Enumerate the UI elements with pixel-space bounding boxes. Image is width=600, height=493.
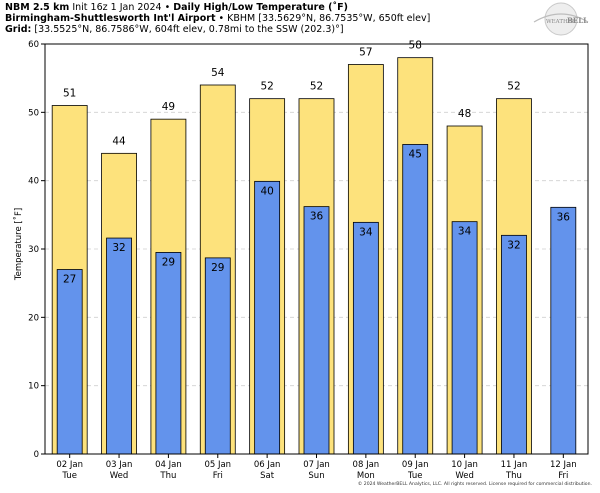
low-bar-07-Jan — [303, 206, 330, 455]
separator-dot-1: • — [164, 2, 174, 13]
x-tick-date-12-Jan: 12 Jan — [550, 460, 577, 470]
grid-label: Grid: — [5, 24, 32, 35]
header-line-3: Grid: [33.5525°N, 86.7586°W, 604ft elev,… — [5, 24, 344, 35]
y-tick-label-0: 0 — [34, 450, 39, 460]
high-label-09-Jan: 58 — [409, 40, 422, 52]
low-label-03-Jan: 32 — [112, 242, 125, 254]
low-bar-11-Jan — [501, 234, 527, 455]
low-label-11-Jan: 32 — [507, 239, 520, 251]
x-tick-date-10-Jan: 10 Jan — [451, 460, 478, 470]
high-label-10-Jan: 48 — [458, 108, 471, 120]
x-tick-date-11-Jan: 11 Jan — [501, 460, 528, 470]
low-label-04-Jan: 29 — [162, 256, 175, 268]
x-tick-date-05-Jan: 05 Jan — [204, 460, 231, 470]
copyright-footer: © 2024 WeatherBELL Analytics, LLC. All r… — [357, 482, 592, 487]
logo-text-bottom: BELL — [567, 16, 588, 25]
low-bar-04-Jan — [155, 252, 182, 455]
x-tick-weekday-05-Jan: Fri — [213, 471, 223, 481]
high-label-06-Jan: 52 — [260, 81, 273, 93]
x-tick-weekday-02-Jan: Tue — [61, 471, 77, 481]
low-bar-02-Jan — [56, 269, 83, 455]
low-bar-03-Jan — [106, 237, 132, 455]
high-label-03-Jan: 44 — [112, 135, 126, 147]
low-bar-06-Jan — [254, 180, 281, 455]
high-label-05-Jan: 54 — [211, 67, 225, 79]
y-tick-label-40: 40 — [28, 177, 39, 187]
high-label-11-Jan: 52 — [507, 81, 520, 93]
low-bar-10-Jan — [451, 221, 478, 455]
low-bar-08-Jan — [352, 221, 379, 455]
x-tick-date-07-Jan: 07 Jan — [303, 460, 330, 470]
x-tick-date-06-Jan: 06 Jan — [254, 460, 281, 470]
x-tick-weekday-09-Jan: Tue — [407, 471, 423, 481]
x-tick-weekday-03-Jan: Wed — [110, 471, 129, 481]
low-bar-05-Jan — [204, 257, 231, 455]
low-label-02-Jan: 27 — [63, 274, 76, 286]
low-label-08-Jan: 34 — [359, 226, 373, 238]
chart-title: Daily High/Low Temperature (˚F) — [173, 2, 348, 13]
low-label-12-Jan: 36 — [557, 211, 571, 223]
station-name: Birmingham-Shuttlesworth Int'l Airport — [5, 13, 216, 24]
x-tick-date-04-Jan: 04 Jan — [155, 460, 182, 470]
model-name: NBM 2.5 km — [5, 2, 70, 13]
header-line-2: Birmingham-Shuttlesworth Int'l Airport •… — [5, 13, 430, 24]
low-label-10-Jan: 34 — [458, 226, 472, 238]
high-label-07-Jan: 52 — [310, 81, 323, 93]
low-bars — [56, 144, 577, 455]
x-tick-weekday-07-Jan: Sun — [308, 471, 324, 481]
y-tick-label-20: 20 — [28, 313, 39, 323]
x-tick-weekday-08-Jan: Mon — [357, 471, 375, 481]
low-label-06-Jan: 40 — [260, 185, 273, 197]
y-tick-label-60: 60 — [28, 40, 39, 50]
header-line-1: NBM 2.5 km Init 16z 1 Jan 2024 • Daily H… — [5, 2, 348, 13]
x-tick-date-09-Jan: 09 Jan — [402, 460, 429, 470]
bar-labels: 51 27 44 32 49 29 54 29 52 40 52 36 57 34 58 45 48 34 52 32… — [63, 40, 570, 286]
low-bar-09-Jan — [402, 144, 429, 455]
init-time: Init 16z 1 Jan 2024 — [72, 2, 162, 13]
y-tick-label-30: 30 — [28, 245, 39, 255]
weatherbell-logo: WEATHER BELL — [533, 2, 589, 36]
high-label-04-Jan: 49 — [162, 101, 175, 113]
x-tick-date-03-Jan: 03 Jan — [106, 460, 133, 470]
x-tick-weekday-12-Jan: Fri — [558, 471, 568, 481]
logo-text-top: WEATHER — [546, 19, 577, 25]
low-label-05-Jan: 29 — [211, 262, 224, 274]
separator-dot-2: • — [218, 13, 228, 24]
low-label-09-Jan: 45 — [409, 148, 422, 160]
y-axis-label: Temperature [˚F] — [13, 208, 24, 281]
x-tick-date-02-Jan: 02 Jan — [56, 460, 83, 470]
x-tick-weekday-04-Jan: Thu — [159, 471, 176, 481]
high-label-02-Jan: 51 — [63, 88, 76, 100]
y-tick-label-10: 10 — [28, 382, 39, 392]
x-tick-weekday-11-Jan: Thu — [505, 471, 522, 481]
grid-info: [33.5525°N, 86.7586°W, 604ft elev, 0.78m… — [34, 24, 344, 35]
low-bar-12-Jan — [550, 206, 577, 455]
x-tick-date-08-Jan: 08 Jan — [353, 460, 380, 470]
y-tick-label-50: 50 — [28, 108, 39, 118]
x-tick-weekday-06-Jan: Sat — [260, 471, 275, 481]
high-label-08-Jan: 57 — [359, 47, 372, 59]
station-info: KBHM [33.5629°N, 86.7535°W, 650ft elev] — [227, 13, 431, 24]
low-label-07-Jan: 36 — [310, 211, 324, 223]
x-tick-weekday-10-Jan: Wed — [455, 471, 474, 481]
